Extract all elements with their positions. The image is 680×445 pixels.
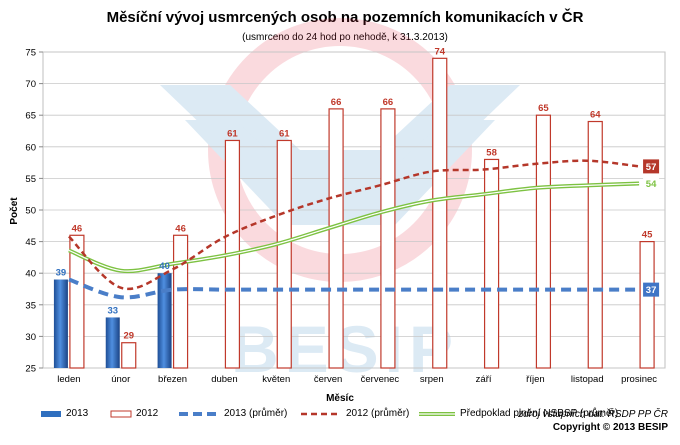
data-label-2012: 61 <box>279 128 290 139</box>
x-tick-label: květen <box>262 374 290 385</box>
line-nsbsp-inner <box>68 182 640 272</box>
data-label-2012: 61 <box>227 128 238 139</box>
chart-subtitle: (usmrceno do 24 hod po nehodě, k 31.3.20… <box>242 32 448 43</box>
bar-2012 <box>587 120 603 369</box>
end-label-nsbsp: 54 <box>646 179 657 190</box>
y-tick-label: 60 <box>25 142 36 153</box>
bar-2012 <box>121 342 137 369</box>
source-text: zdroj vstupních dat: ŘSDP PP ČR <box>518 409 668 420</box>
line-2012-avg <box>68 159 640 291</box>
legend-item-2012-avg: 2012 (průměr) <box>300 408 409 419</box>
data-label-2012: 46 <box>72 223 83 234</box>
bar-2012 <box>639 241 655 369</box>
bar-2012 <box>535 114 552 369</box>
x-tick-label: září <box>476 374 492 385</box>
x-tick-label: červen <box>314 374 343 385</box>
source-note: zdroj vstupních dat: ŘSDP PP ČR Copyrigh… <box>518 408 668 434</box>
y-tick-label: 35 <box>25 300 36 311</box>
y-tick-label: 25 <box>25 364 36 375</box>
y-axis-label: Počet <box>9 197 20 225</box>
data-label-2012: 29 <box>123 331 134 342</box>
end-label-2012-avg: 57 <box>646 162 657 173</box>
end-label-2013-avg: 37 <box>646 285 657 296</box>
data-label-2013: 40 <box>159 261 170 272</box>
end-label-2012-avg-box <box>643 159 660 174</box>
end-label-nsbsp-box <box>643 176 660 191</box>
bar-2013 <box>157 273 172 368</box>
legend-label: 2013 <box>66 408 89 419</box>
bar-2012 <box>380 108 396 369</box>
y-tick-label: 45 <box>25 237 36 248</box>
bar-2012 <box>328 108 344 369</box>
lines <box>68 159 640 300</box>
y-tick-label: 70 <box>25 79 36 90</box>
bars <box>53 57 655 369</box>
data-label-2012: 45 <box>642 230 653 241</box>
bar-2012 <box>483 158 500 369</box>
data-label-2012: 74 <box>434 46 445 57</box>
data-label-2013: 39 <box>56 268 67 279</box>
line-2013-avg <box>68 277 640 300</box>
bar-2012 <box>172 234 189 369</box>
y-tick-label: 65 <box>25 111 36 122</box>
legend-item-2013-avg: 2013 (průměr) <box>178 408 287 419</box>
copyright-text: Copyright © 2013 BESIP <box>552 422 668 433</box>
data-label-2012: 58 <box>486 147 497 158</box>
x-tick-label: leden <box>57 374 80 385</box>
data-label-2013: 33 <box>107 305 118 316</box>
bar-2013 <box>53 279 68 368</box>
x-tick-label: březen <box>158 374 187 385</box>
data-label-2012: 66 <box>383 97 394 108</box>
x-tick-label: prosinec <box>621 374 657 385</box>
legend: 2013 2012 2013 (průměr) 2012 (průměr) Př… <box>40 408 640 422</box>
legend-label: 2012 <box>136 408 159 419</box>
x-tick-label: únor <box>111 374 130 385</box>
labels: 39 33 40 46 29 46 61 61 66 66 74 58 65 64 45 57 54 37 <box>56 46 660 342</box>
y-tick-label: 75 <box>25 48 36 59</box>
bar-2012 <box>432 57 448 369</box>
data-label-2012: 64 <box>590 110 601 121</box>
y-tick-label: 55 <box>25 174 36 185</box>
bar-2013 <box>105 317 120 368</box>
y-tick-label: 30 <box>25 332 36 343</box>
y-tick-label: 40 <box>25 269 36 280</box>
legend-label: Předpoklad plnění NSBSP (průměr) <box>460 408 619 419</box>
legend-label: 2012 (průměr) <box>346 408 410 419</box>
data-label-2012: 65 <box>538 103 549 114</box>
data-label-2012: 66 <box>331 97 342 108</box>
bar-2012 <box>276 139 292 369</box>
x-tick-label: duben <box>211 374 237 385</box>
bar-2012 <box>69 234 85 369</box>
data-label-2012: 46 <box>175 223 186 234</box>
chart-title: Měsíční vývoj usmrcených osob na pozemní… <box>107 8 584 26</box>
grid: 25 30 35 40 45 50 55 60 65 70 75 leden únor březen dub… <box>25 48 666 385</box>
y-tick-label: 50 <box>25 206 36 217</box>
x-tick-label: srpen <box>420 374 444 385</box>
legend-label: 2013 (průměr) <box>224 408 288 419</box>
legend-item-2013: 2013 <box>40 408 88 419</box>
x-tick-label: listopad <box>571 374 604 385</box>
x-tick-label: říjen <box>526 374 544 385</box>
x-tick-label: červenec <box>361 374 400 385</box>
x-axis-label: Měsíc <box>326 393 354 404</box>
end-label-2013-avg-box <box>643 282 660 297</box>
legend-item-2012: 2012 <box>110 408 158 419</box>
legend-item-nsbsp: Předpoklad plnění NSBSP (průměr) <box>418 408 618 419</box>
